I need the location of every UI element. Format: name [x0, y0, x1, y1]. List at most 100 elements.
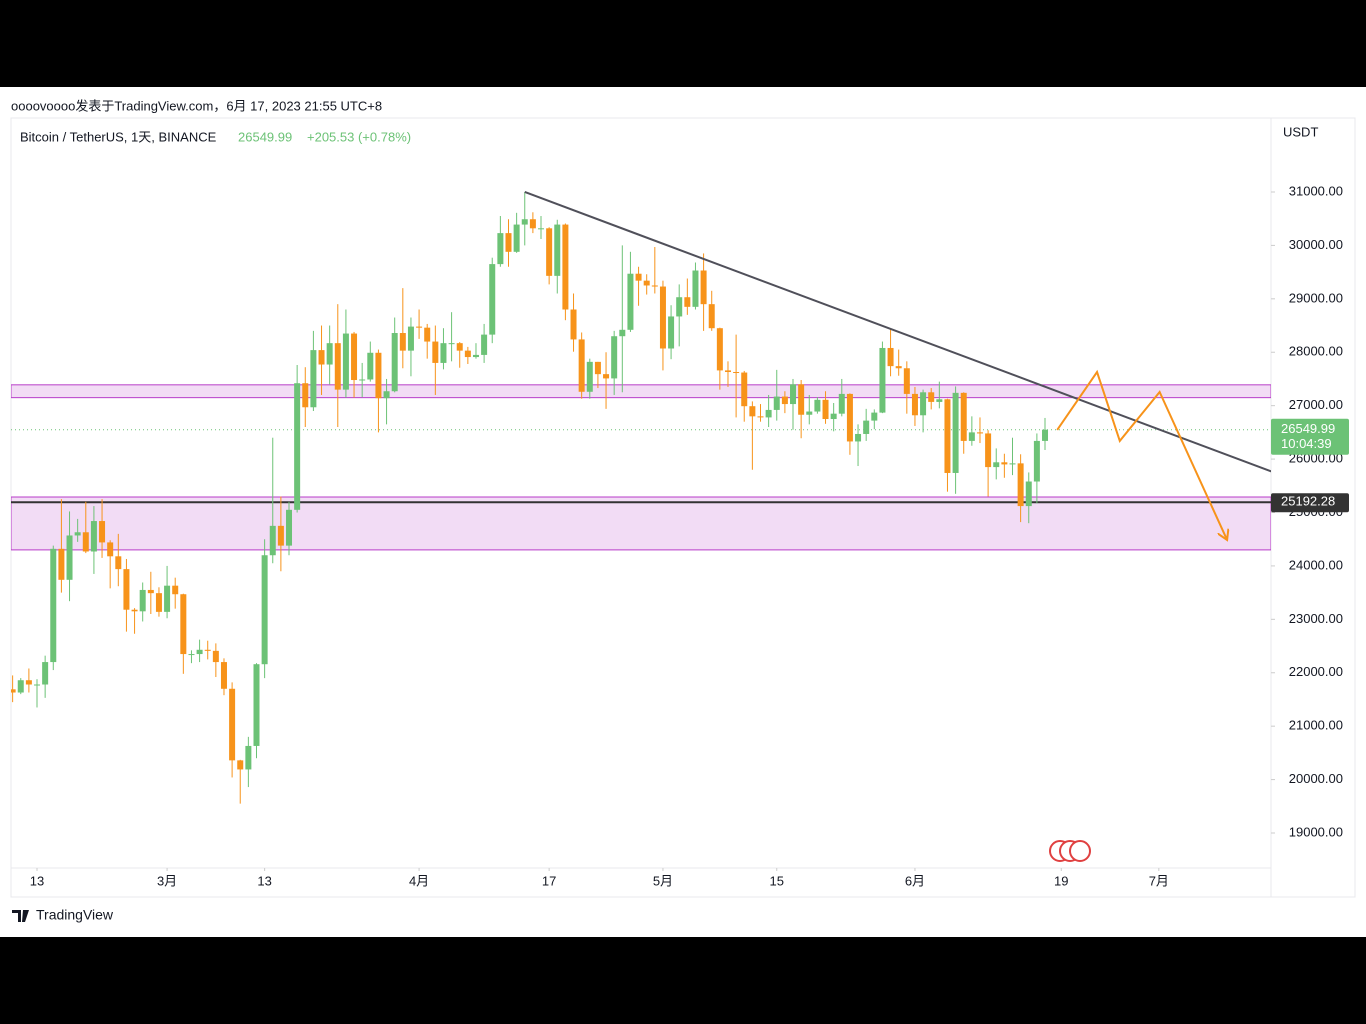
y-tick-label: 21000.00 — [1289, 718, 1343, 733]
candle-body — [342, 333, 349, 390]
candle-body — [448, 343, 455, 345]
candle-body — [716, 328, 723, 371]
candle-body — [757, 416, 764, 418]
candle-body — [814, 399, 821, 412]
candle-body — [635, 273, 642, 281]
x-tick-label: 19 — [1054, 873, 1068, 888]
candle-body — [464, 350, 471, 358]
candle-body — [42, 662, 49, 685]
candle-body — [976, 432, 983, 434]
countdown: 10:04:39 — [1281, 436, 1332, 451]
candle-body — [733, 372, 740, 374]
candle-body — [513, 224, 520, 252]
candle-body — [359, 379, 366, 381]
candle-body — [245, 745, 252, 770]
candle-body — [944, 399, 951, 473]
candle-body — [863, 420, 870, 434]
candle-body — [269, 525, 276, 556]
candle-body — [920, 392, 927, 416]
y-tick-label: 29000.00 — [1289, 290, 1343, 305]
candle-body — [985, 433, 992, 468]
candle-body — [1025, 481, 1032, 507]
footer-brand: TradingView — [36, 907, 114, 923]
candle-body — [237, 760, 244, 770]
candle-body — [871, 412, 878, 421]
candle-body — [375, 352, 382, 399]
candle-body — [692, 270, 699, 307]
candle-body — [164, 585, 171, 612]
candle-body — [440, 343, 447, 363]
zone — [11, 496, 1271, 551]
plot — [11, 191, 1271, 804]
candle-body — [798, 384, 805, 415]
candle-body — [481, 334, 488, 355]
candle-body — [578, 339, 585, 392]
x-tick-label: 4月 — [409, 873, 429, 888]
price-badge-label: 26549.99 — [1281, 421, 1335, 436]
last-price: 26549.99 — [238, 129, 292, 144]
price-change: +205.53 (+0.78%) — [307, 129, 411, 144]
candle-body — [668, 316, 675, 349]
candle-body — [432, 341, 439, 363]
candle-body — [724, 370, 731, 373]
candle-body — [505, 233, 512, 252]
candle-body — [790, 384, 797, 405]
candle-body — [879, 347, 886, 413]
candle-body — [310, 350, 317, 408]
candle-body — [383, 391, 390, 399]
candle-body — [407, 326, 414, 351]
candle-body — [180, 594, 187, 655]
candle-body — [781, 396, 788, 405]
candle-body — [367, 352, 374, 380]
candle-body — [960, 392, 967, 441]
candle-body — [220, 662, 227, 689]
candle-body — [611, 336, 618, 379]
candle-body — [911, 393, 918, 416]
candle-body — [456, 343, 463, 351]
candle-body — [903, 368, 910, 394]
candle-body — [212, 650, 219, 663]
candle-body — [887, 347, 894, 367]
y-tick-label: 24000.00 — [1289, 557, 1343, 572]
x-tick-label: 13 — [30, 873, 44, 888]
candle-body — [115, 556, 122, 570]
byline: oooovoooo发表于TradingView.com，6月 17, 2023 … — [11, 98, 382, 113]
candle-body — [773, 396, 780, 410]
candle-body — [1033, 440, 1040, 482]
candle-body — [286, 509, 293, 546]
candle-body — [50, 548, 57, 663]
x-tick-label: 7月 — [1149, 873, 1169, 888]
candle-body — [107, 542, 114, 557]
panel — [0, 87, 1366, 937]
candle-body — [472, 354, 479, 358]
candle-body — [147, 589, 154, 594]
candle-body — [318, 350, 325, 365]
candle-body — [123, 569, 130, 610]
candle-body — [302, 383, 309, 408]
candle-body — [261, 555, 268, 665]
candle-body — [497, 233, 504, 265]
candle-body — [277, 525, 284, 546]
candle-body — [627, 273, 634, 330]
candle-body — [90, 521, 97, 552]
candle-body — [229, 688, 236, 761]
candle-body — [351, 333, 358, 381]
candle-body — [806, 411, 813, 415]
y-tick-label: 30000.00 — [1289, 237, 1343, 252]
candle-body — [253, 664, 260, 746]
x-tick-label: 15 — [770, 873, 784, 888]
y-tick-label: 19000.00 — [1289, 824, 1343, 839]
candle-body — [968, 432, 975, 441]
candle-body — [952, 392, 959, 473]
x-tick-label: 6月 — [905, 873, 925, 888]
candle-body — [619, 329, 626, 337]
candle-body — [554, 224, 561, 276]
event-icons — [1049, 840, 1091, 862]
candle-body — [838, 393, 845, 414]
candle-body — [139, 589, 146, 612]
candle-body — [131, 609, 138, 612]
candle-body — [521, 219, 528, 225]
x-tick-label: 17 — [542, 873, 556, 888]
